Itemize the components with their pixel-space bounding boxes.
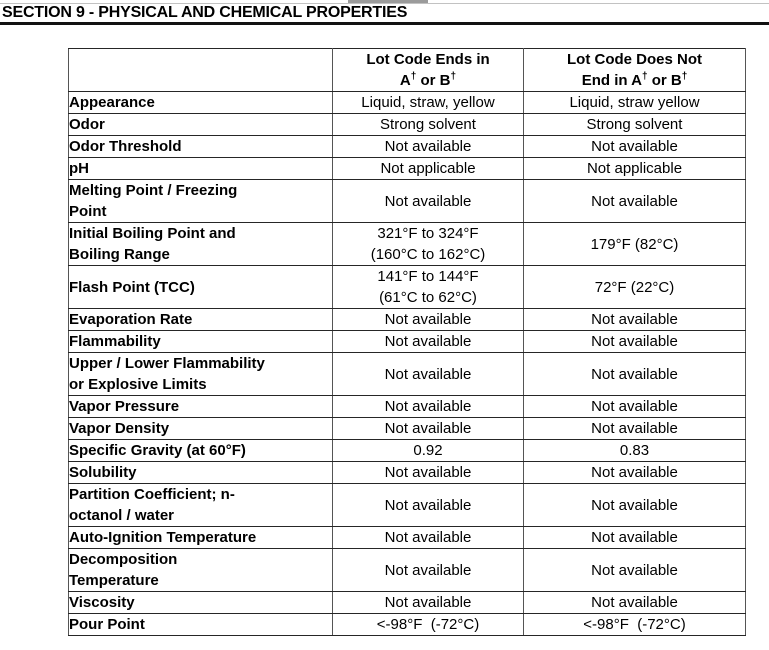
value-lot-code-not-a-b: <-98°F (-72°C)	[523, 613, 746, 636]
value-lot-code-a-b: Not available	[332, 135, 524, 158]
value-lot-code-a-b: Not available	[332, 461, 524, 484]
value-lot-code-a-b: Not available	[332, 591, 524, 614]
property-name: Partition Coefficient; n- octanol / wate…	[68, 483, 333, 527]
value-lot-code-not-a-b: Not available	[523, 483, 746, 527]
value-lot-code-a-b: Not available	[332, 417, 524, 440]
value-lot-code-a-b: 0.92	[332, 439, 524, 462]
table-row: Vapor Density Not available Not availabl…	[68, 417, 746, 440]
table-row: Odor Threshold Not available Not availab…	[68, 135, 746, 158]
value-lot-code-not-a-b: Not available	[523, 395, 746, 418]
table-row: Odor Strong solvent Strong solvent	[68, 113, 746, 136]
property-name: Appearance	[68, 91, 333, 114]
value-lot-code-not-a-b: Not available	[523, 591, 746, 614]
property-name: Melting Point / Freezing Point	[68, 179, 333, 223]
property-name: Pour Point	[68, 613, 333, 636]
property-name: Vapor Density	[68, 417, 333, 440]
property-name: Odor Threshold	[68, 135, 333, 158]
value-lot-code-a-b: Not available	[332, 330, 524, 353]
value-lot-code-a-b: 141°F to 144°F (61°C to 62°C)	[332, 265, 524, 309]
value-lot-code-a-b: Not applicable	[332, 157, 524, 180]
value-lot-code-not-a-b: 0.83	[523, 439, 746, 462]
column-header-lot-code-ends-a-b: Lot Code Ends in A† or B†	[332, 48, 524, 92]
table-row: Specific Gravity (at 60°F) 0.92 0.83	[68, 439, 746, 462]
property-name: Specific Gravity (at 60°F)	[68, 439, 333, 462]
column-header-property	[68, 48, 333, 92]
table-row: Partition Coefficient; n- octanol / wate…	[68, 483, 746, 527]
property-name: Solubility	[68, 461, 333, 484]
value-lot-code-a-b: Not available	[332, 395, 524, 418]
value-lot-code-not-a-b: 179°F (82°C)	[523, 222, 746, 266]
table-row: Solubility Not available Not available	[68, 461, 746, 484]
value-lot-code-not-a-b: Not applicable	[523, 157, 746, 180]
property-name: Evaporation Rate	[68, 308, 333, 331]
physical-chemical-properties-table: Lot Code Ends in A† or B† Lot Code Does …	[68, 48, 746, 636]
table-row: Appearance Liquid, straw, yellow Liquid,…	[68, 91, 746, 114]
table-row: Pour Point <-98°F (-72°C) <-98°F (-72°C)	[68, 613, 746, 636]
value-lot-code-not-a-b: Not available	[523, 135, 746, 158]
value-lot-code-not-a-b: Not available	[523, 548, 746, 592]
property-name: Flammability	[68, 330, 333, 353]
value-lot-code-not-a-b: Not available	[523, 179, 746, 223]
value-lot-code-not-a-b: 72°F (22°C)	[523, 265, 746, 309]
value-lot-code-not-a-b: Not available	[523, 330, 746, 353]
property-name: Flash Point (TCC)	[68, 265, 333, 309]
property-name: Odor	[68, 113, 333, 136]
value-lot-code-not-a-b: Not available	[523, 308, 746, 331]
property-name: Vapor Pressure	[68, 395, 333, 418]
property-name: Initial Boiling Point and Boiling Range	[68, 222, 333, 266]
value-lot-code-a-b: <-98°F (-72°C)	[332, 613, 524, 636]
value-lot-code-not-a-b: Not available	[523, 417, 746, 440]
table-row: Flammability Not available Not available	[68, 330, 746, 353]
value-lot-code-not-a-b: Strong solvent	[523, 113, 746, 136]
section-title-underline	[0, 22, 769, 25]
property-name: Viscosity	[68, 591, 333, 614]
header-row: Lot Code Ends in A† or B† Lot Code Does …	[68, 48, 746, 92]
value-lot-code-a-b: Not available	[332, 308, 524, 331]
table-row: Decomposition Temperature Not available …	[68, 548, 746, 592]
value-lot-code-a-b: 321°F to 324°F (160°C to 162°C)	[332, 222, 524, 266]
table-row: Initial Boiling Point and Boiling Range …	[68, 222, 746, 266]
scrollbar-fragment	[348, 0, 428, 3]
table-row: Upper / Lower Flammability or Explosive …	[68, 352, 746, 396]
value-lot-code-a-b: Strong solvent	[332, 113, 524, 136]
section-title: SECTION 9 - PHYSICAL AND CHEMICAL PROPER…	[2, 4, 408, 21]
value-lot-code-a-b: Not available	[332, 179, 524, 223]
table-row: Flash Point (TCC) 141°F to 144°F (61°C t…	[68, 265, 746, 309]
value-lot-code-not-a-b: Not available	[523, 461, 746, 484]
table-body: Appearance Liquid, straw, yellow Liquid,…	[68, 91, 746, 636]
value-lot-code-not-a-b: Not available	[523, 526, 746, 549]
value-lot-code-a-b: Not available	[332, 483, 524, 527]
table-row: Auto-Ignition Temperature Not available …	[68, 526, 746, 549]
value-lot-code-a-b: Not available	[332, 548, 524, 592]
value-lot-code-a-b: Not available	[332, 526, 524, 549]
value-lot-code-a-b: Liquid, straw, yellow	[332, 91, 524, 114]
table-row: Melting Point / Freezing Point Not avail…	[68, 179, 746, 223]
window-edge-hairline	[0, 3, 769, 4]
table-row: pH Not applicable Not applicable	[68, 157, 746, 180]
property-name: Upper / Lower Flammability or Explosive …	[68, 352, 333, 396]
property-name: Decomposition Temperature	[68, 548, 333, 592]
value-lot-code-a-b: Not available	[332, 352, 524, 396]
table-row: Viscosity Not available Not available	[68, 591, 746, 614]
column-header-lot-code-not-ends-a-b: Lot Code Does Not End in A† or B†	[523, 48, 746, 92]
properties-table-container: Lot Code Ends in A† or B† Lot Code Does …	[68, 48, 746, 636]
value-lot-code-not-a-b: Liquid, straw yellow	[523, 91, 746, 114]
property-name: pH	[68, 157, 333, 180]
table-row: Vapor Pressure Not available Not availab…	[68, 395, 746, 418]
table-row: Evaporation Rate Not available Not avail…	[68, 308, 746, 331]
value-lot-code-not-a-b: Not available	[523, 352, 746, 396]
property-name: Auto-Ignition Temperature	[68, 526, 333, 549]
